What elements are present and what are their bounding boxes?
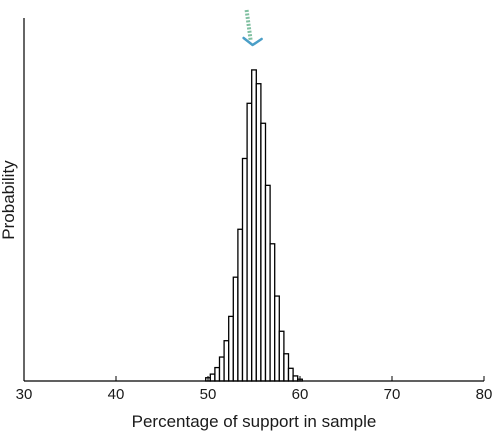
y-axis-label: Probability [0, 160, 18, 240]
histogram-bar [292, 375, 299, 382]
histogram-bar [264, 184, 271, 382]
histogram-bar [260, 122, 267, 382]
arrow-head [242, 36, 263, 47]
x-tick-label: 40 [108, 386, 125, 403]
arrow-annotation-icon [242, 9, 263, 47]
histogram-bar [287, 367, 294, 382]
histogram-bar [241, 157, 248, 382]
histogram-bar [278, 330, 285, 382]
histogram-bar [237, 228, 244, 382]
histogram-bar [209, 373, 216, 382]
histogram-bar [269, 243, 276, 382]
histogram-bar [232, 276, 239, 382]
histogram-bars [205, 69, 303, 382]
histogram-bar [228, 315, 234, 382]
x-tick-label: 30 [16, 386, 33, 403]
histogram-bar [274, 295, 280, 382]
histogram-bar [246, 102, 253, 382]
x-axis-label: Percentage of support in sample [132, 412, 377, 431]
histogram-bar [283, 353, 290, 382]
x-tick-label: 50 [200, 386, 217, 403]
histogram-bar [218, 356, 225, 382]
x-tick-label: 80 [476, 386, 493, 403]
x-tick-label: 60 [292, 386, 309, 403]
arrow-shaft [244, 9, 253, 41]
histogram-bar [251, 69, 257, 382]
histogram-bar [255, 83, 262, 382]
histogram-bar [223, 340, 230, 382]
x-ticks: 30 40 50 60 70 80 [16, 376, 493, 403]
histogram-bar [214, 366, 221, 382]
x-tick-label: 70 [384, 386, 401, 403]
